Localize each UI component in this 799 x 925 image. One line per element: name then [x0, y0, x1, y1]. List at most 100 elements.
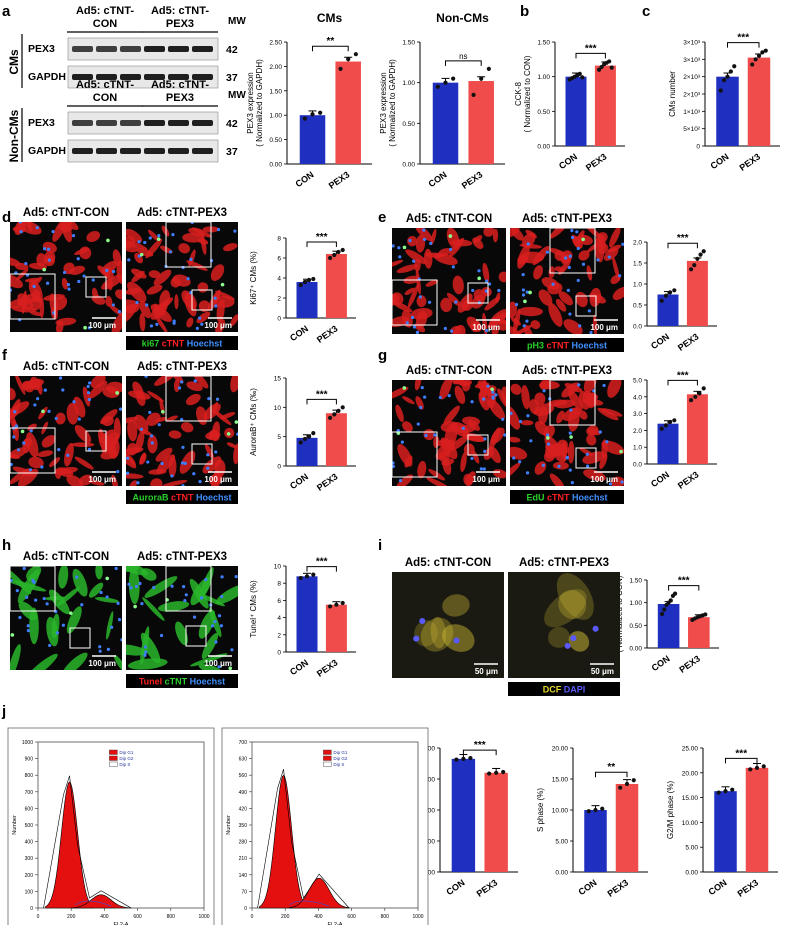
hoechst-nucleus: [120, 638, 122, 642]
data-point: [692, 263, 697, 268]
cell: [134, 414, 149, 434]
channel-legend-item: cTNT: [159, 339, 185, 349]
cell: [483, 228, 495, 237]
hoechst-nucleus: [28, 468, 33, 472]
x-tick-label: PEX3: [606, 877, 631, 898]
hoechst-nucleus: [497, 288, 501, 293]
hoechst-nucleus: [26, 629, 30, 633]
cell: [107, 278, 113, 291]
cell: [88, 380, 108, 399]
x-tick-label: PEX3: [676, 331, 701, 352]
channel-legend-strip: [126, 336, 238, 350]
y-tick-label: 2: [277, 296, 281, 303]
channel-legend: Tunel cTNT Hoechst: [139, 677, 225, 687]
cell: [462, 416, 481, 426]
bar-con: [716, 76, 739, 146]
x-tick-label: 600: [347, 914, 356, 920]
hoechst-nucleus: [42, 247, 47, 251]
hoechst-nucleus: [454, 300, 458, 304]
micrograph-title: Ad5: cTNT-CON: [23, 361, 109, 373]
bar-chart-1: 0.00 0.50 1.00 1.50 PEX3 expression( Normali…: [379, 11, 505, 191]
hoechst-nucleus: [576, 278, 580, 283]
bar-pex3: [688, 617, 710, 648]
data-point: [346, 56, 351, 62]
channel-legend-strip: [126, 490, 238, 504]
hoechst-nucleus: [569, 408, 573, 412]
data-point: [340, 247, 345, 253]
cell: [510, 383, 522, 395]
cell: [191, 227, 212, 238]
y-tick-label: 4: [277, 276, 281, 283]
hoechst-nucleus: [43, 388, 47, 392]
y-tick-label: 0: [277, 464, 281, 471]
channel-legend-item: Hoechst: [184, 339, 222, 349]
hoechst-nucleus: [32, 580, 36, 584]
hoechst-nucleus: [46, 247, 51, 251]
data-point: [660, 611, 665, 617]
legend-label: Dip G1: [119, 750, 134, 755]
cell: [43, 251, 56, 264]
cell: [150, 302, 168, 320]
hoechst-nucleus: [424, 433, 428, 438]
cell: [607, 244, 622, 253]
y-tick-label: 0.00: [422, 870, 435, 877]
cell: [415, 234, 426, 253]
marker-positive-nucleus: [546, 436, 550, 440]
micrograph-pair-1: Ad5: cTNT-CON Ad5: cTNT-PEX3 100 μm 100 μm p…: [391, 213, 624, 352]
cell: [113, 654, 122, 670]
channel-legend-item: cTNT: [544, 341, 570, 351]
hoechst-nucleus: [150, 434, 154, 438]
cell: [153, 269, 172, 286]
hoechst-nucleus: [180, 418, 184, 422]
hoechst-nucleus: [45, 602, 49, 606]
micrograph-cells: [510, 380, 624, 486]
x-tick-label: PEX3: [676, 469, 701, 490]
data-point: [494, 770, 499, 775]
y-tick-label: 2.0: [633, 428, 642, 435]
y-tick-label: 0.0: [633, 462, 642, 469]
hoechst-nucleus: [76, 257, 80, 261]
y-tick-label: 3.0: [633, 411, 642, 418]
x-tick-label: PEX3: [475, 877, 500, 898]
blot-band: [120, 148, 141, 154]
cell: [105, 296, 113, 307]
micrograph-cells: [126, 376, 238, 486]
blot-band: [144, 46, 165, 52]
y-tick-label: 20.00: [682, 770, 699, 777]
micrograph-title: Ad5: cTNT-PEX3: [522, 213, 612, 225]
marker-positive-nucleus: [105, 576, 110, 581]
hoechst-nucleus: [180, 380, 184, 384]
cell: [407, 236, 418, 247]
cell: [417, 460, 427, 479]
hoechst-nucleus: [148, 236, 152, 240]
cell: [521, 384, 530, 410]
cell: [26, 432, 39, 458]
bar-pex3: [747, 57, 771, 146]
hoechst-nucleus: [137, 240, 141, 244]
hoechst-nucleus: [491, 395, 495, 399]
hoechst-nucleus: [216, 227, 221, 232]
y-tick-label: 15.00: [552, 777, 569, 784]
hoechst-nucleus: [55, 631, 59, 635]
cell: [115, 289, 122, 300]
data-point: [672, 591, 678, 596]
data-point: [723, 789, 728, 794]
roi-box: [191, 289, 213, 311]
hoechst-nucleus: [71, 234, 76, 238]
roi-box: [85, 276, 107, 298]
cell: [213, 410, 232, 426]
bar-pex3: [745, 767, 769, 872]
cell: [175, 621, 188, 646]
cell: [74, 456, 94, 470]
marker-positive-nucleus: [156, 237, 161, 241]
cell: [601, 440, 624, 455]
data-point: [302, 436, 307, 442]
y-tick-label: 25.00: [682, 746, 699, 753]
y-axis-label: AuroraB⁺ CMs (‰): [249, 388, 258, 456]
blot-band: [72, 120, 93, 126]
hoechst-nucleus: [119, 407, 122, 411]
inset-frame: [9, 427, 56, 474]
hoechst-nucleus: [110, 625, 114, 629]
y-tick-label: 0.00: [555, 870, 568, 877]
